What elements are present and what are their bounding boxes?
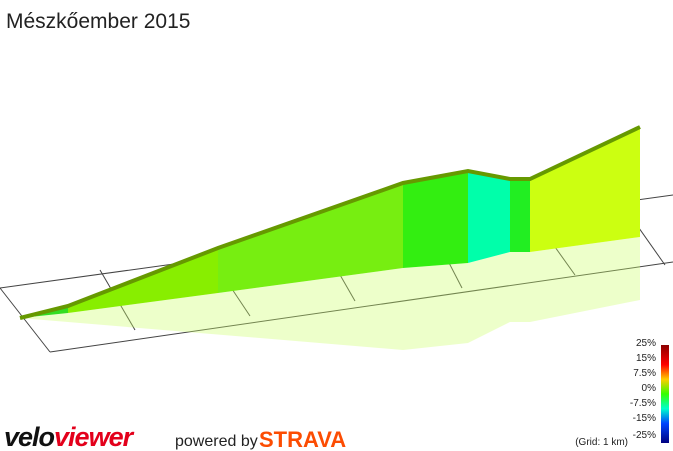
strava-logo: STRAVA — [259, 427, 346, 451]
color-scale — [661, 345, 669, 443]
legend-label: 0% — [642, 383, 657, 394]
ground-shadow — [20, 237, 640, 350]
legend-label: -25% — [633, 430, 656, 441]
profile-wall — [19, 125, 641, 320]
legend-label: -7.5% — [630, 398, 656, 409]
title: Mészkőember 2015 — [6, 10, 190, 33]
legend: 25% 15% 7.5% 0% -7.5% -15% -25% — [630, 338, 656, 441]
legend-label: -15% — [633, 413, 656, 424]
logo-velo: velo — [4, 422, 55, 451]
legend-label: 25% — [636, 338, 656, 349]
legend-label: 15% — [636, 353, 656, 364]
logo: veloviewer — [4, 422, 135, 451]
legend-label: 7.5% — [633, 368, 656, 379]
grid-note: (Grid: 1 km) — [575, 437, 628, 448]
logo-viewer: viewer — [54, 422, 135, 451]
powered-by: powered by — [175, 433, 258, 450]
